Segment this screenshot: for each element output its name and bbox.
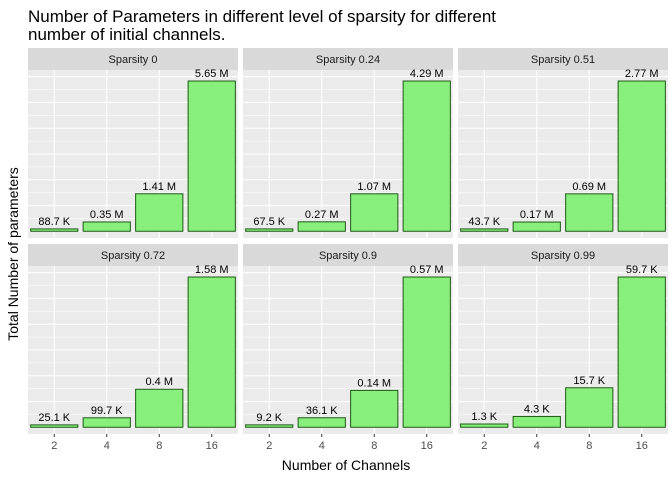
- bar-value-label: 59.7 K: [626, 264, 658, 276]
- bar: [402, 276, 451, 428]
- bar: [30, 228, 79, 232]
- x-axis-title: Number of Channels: [282, 457, 410, 473]
- bar: [617, 276, 666, 428]
- bar-value-label: 43.7 K: [468, 216, 500, 228]
- bar-value-label: 9.2 K: [256, 412, 282, 424]
- bar-value-label: 0.14 M: [357, 377, 391, 389]
- x-tick-label: 2: [481, 440, 487, 452]
- bar-value-label: 4.3 K: [524, 403, 550, 415]
- x-tick-label: 2: [51, 440, 57, 452]
- bar: [512, 415, 561, 428]
- bar-value-label: 99.7 K: [91, 405, 123, 417]
- x-tick-labels: 2 4 8 16 2 4 8 16 2 4 8 16: [51, 434, 648, 452]
- bar: [402, 80, 451, 232]
- chart-title-line-2: number of initial channels.: [28, 25, 226, 44]
- bar-value-label: 0.4 M: [145, 376, 173, 388]
- facet-strip: [28, 244, 238, 266]
- bar: [187, 80, 236, 232]
- bar: [187, 276, 236, 428]
- bar: [565, 193, 614, 232]
- bar: [350, 389, 399, 428]
- bar-value-label: 0.17 M: [520, 209, 554, 221]
- bar: [135, 193, 184, 232]
- x-tick-label: 8: [371, 440, 377, 452]
- bar-value-label: 0.35 M: [90, 209, 124, 221]
- bar-value-label: 25.1 K: [38, 412, 70, 424]
- bar: [460, 228, 509, 232]
- bar-value-label: 1.3 K: [471, 411, 497, 423]
- bar-value-label: 0.69 M: [572, 181, 606, 193]
- x-tick-label: 8: [586, 440, 592, 452]
- y-axis-title: Total Number of parameters: [5, 167, 21, 341]
- facet-strip: [243, 244, 453, 266]
- bar: [565, 387, 614, 428]
- bar: [82, 417, 131, 428]
- x-tick-label: 16: [421, 440, 433, 452]
- facet-panel: Sparsity 0.99 1.3 K 4.3 K 15.7 K 59.7 K: [458, 244, 668, 434]
- facet-panel: Sparsity 0.9 9.2 K 36.1 K 0.14 M 0.57 M: [243, 244, 453, 434]
- bar-value-label: 0.57 M: [410, 264, 444, 276]
- bar: [30, 424, 79, 428]
- bar-value-label: 0.27 M: [305, 209, 339, 221]
- chart-title-line-1: Number of Parameters in different level …: [28, 7, 496, 26]
- bar: [617, 80, 666, 232]
- facet-strip-label: Sparsity 0.24: [316, 54, 380, 66]
- facet-strip-label: Sparsity 0.99: [531, 250, 595, 262]
- facet-strip-label: Sparsity 0.9: [319, 250, 377, 262]
- bar-value-label: 36.1 K: [306, 405, 338, 417]
- bar: [297, 417, 346, 428]
- bar-value-label: 67.5 K: [253, 216, 285, 228]
- bar: [512, 221, 561, 232]
- bar-value-label: 4.29 M: [410, 68, 444, 80]
- facet-grid: Sparsity 088.7 K0.35 M1.41 M5.65 MSparsi…: [28, 48, 668, 434]
- facet-strip: [458, 244, 668, 266]
- x-tick-label: 2: [266, 440, 272, 452]
- bar: [460, 423, 509, 428]
- facet-panel: Sparsity 0.72 25.1 K 99.7 K 0.4 M 1.58 M: [28, 244, 238, 434]
- bar-value-label: 1.07 M: [357, 181, 391, 193]
- bar-value-label: 5.65 M: [195, 68, 229, 80]
- bar: [297, 221, 346, 232]
- facet-panel: Sparsity 0.24 67.5 K 0.27 M 1.07 M 4.29 M: [243, 48, 453, 238]
- facet-strip-label: Sparsity 0: [109, 54, 158, 66]
- x-tick-label: 4: [534, 440, 540, 452]
- x-tick-label: 16: [206, 440, 218, 452]
- facet-strip: [458, 48, 668, 70]
- facet-strip: [28, 48, 238, 70]
- x-tick-label: 16: [636, 440, 648, 452]
- facet-strip: [243, 48, 453, 70]
- x-tick-label: 8: [156, 440, 162, 452]
- facet-strip-label: Sparsity 0.72: [101, 250, 165, 262]
- bar: [245, 228, 294, 232]
- facet-panel: Sparsity 0 88.7 K 0.35 M 1.41 M 5.65 M: [28, 48, 238, 238]
- bar: [82, 221, 131, 232]
- facet-strip-label: Sparsity 0.51: [531, 54, 595, 66]
- bar: [135, 388, 184, 428]
- bar-value-label: 2.77 M: [625, 68, 659, 80]
- bar-value-label: 1.58 M: [195, 264, 229, 276]
- bar: [350, 193, 399, 232]
- x-tick-label: 4: [319, 440, 325, 452]
- bar-value-label: 15.7 K: [573, 375, 605, 387]
- x-tick-label: 4: [104, 440, 110, 452]
- bar-value-label: 1.41 M: [142, 181, 176, 193]
- bar-value-label: 88.7 K: [38, 216, 70, 228]
- facet-panel: Sparsity 0.51 43.7 K 0.17 M 0.69 M 2.77 M: [458, 48, 668, 238]
- bar: [245, 424, 294, 428]
